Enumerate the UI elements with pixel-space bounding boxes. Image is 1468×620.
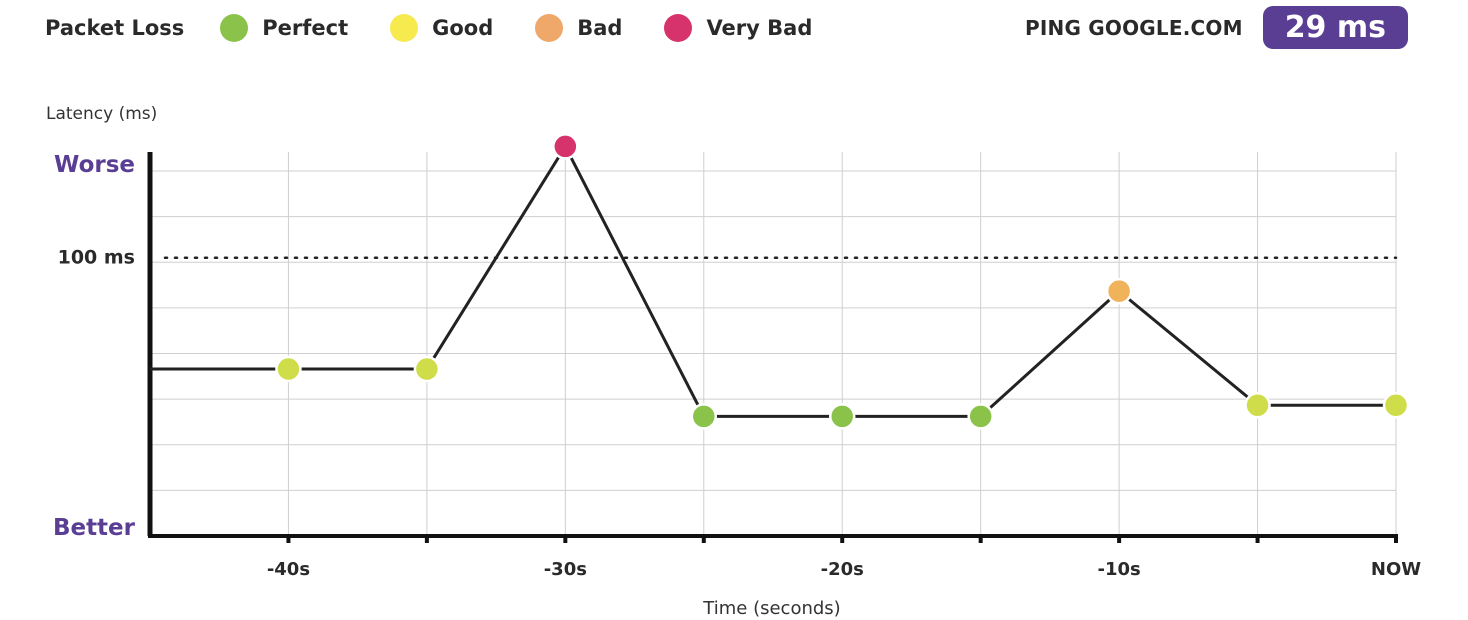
- legend-dot-bad: [535, 14, 564, 42]
- data-point-5: [828, 403, 856, 430]
- ping-readout: PING GOOGLE.COM 29 ms: [1025, 6, 1408, 49]
- x-tick-label: -40s: [267, 559, 310, 580]
- legend-item-very-bad: Very Bad: [664, 14, 812, 42]
- legend-dot-very-bad: [664, 14, 693, 42]
- data-point-3: [552, 133, 579, 160]
- data-point-9: [1382, 391, 1410, 419]
- chart-labels: -40s -30s -20s -10s NOW Worse Better 100 ms: [53, 152, 1421, 580]
- legend-label-very-bad: Very Bad: [706, 16, 813, 40]
- data-point-1: [275, 355, 302, 383]
- legend-item-good: Good: [390, 14, 493, 42]
- legend-label-good: Good: [432, 16, 494, 40]
- data-point-4: [690, 403, 718, 430]
- data-point-8: [1244, 391, 1271, 419]
- data-point-7: [1105, 277, 1133, 305]
- packet-loss-legend: Packet Loss Perfect Good Bad Very Bad: [45, 10, 854, 46]
- chart-grid: [150, 152, 1398, 536]
- x-tick-label: -10s: [1097, 559, 1140, 580]
- y-extreme-better: Better: [53, 515, 136, 541]
- legend-label-bad: Bad: [577, 16, 623, 40]
- ping-target-label: PING GOOGLE.COM: [1025, 15, 1243, 40]
- x-axis-label: Time (seconds): [703, 598, 841, 619]
- chart-axes: [147, 152, 1398, 543]
- reference-line-label: 100 ms: [58, 247, 135, 269]
- y-extreme-worse: Worse: [54, 152, 135, 178]
- y-axis-label: Latency (ms): [46, 104, 158, 124]
- latency-series: [150, 133, 1410, 430]
- x-tick-label: -30s: [544, 559, 587, 580]
- data-point-2: [413, 355, 441, 383]
- legend-item-bad: Bad: [535, 14, 622, 42]
- x-tick-label: -20s: [821, 559, 864, 580]
- legend-title: Packet Loss: [45, 16, 185, 40]
- legend-label-perfect: Perfect: [262, 16, 349, 40]
- ping-latency-badge: 29 ms: [1262, 6, 1408, 49]
- legend-item-perfect: Perfect: [220, 14, 348, 42]
- legend-dot-good: [390, 14, 419, 42]
- legend-dot-perfect: [220, 14, 249, 42]
- latency-line: [150, 144, 1396, 418]
- data-point-6: [967, 403, 994, 430]
- x-tick-label: NOW: [1371, 559, 1421, 580]
